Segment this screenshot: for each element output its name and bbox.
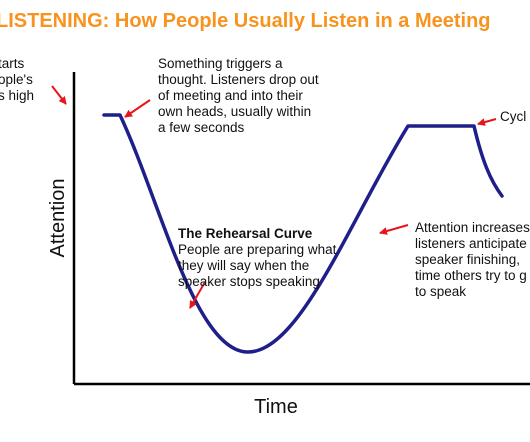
trigger-annotation: Something triggers a thought. Listeners …	[158, 56, 319, 135]
trigger-line: own heads, usually within	[158, 104, 311, 119]
trigger-line: Something triggers a	[158, 56, 283, 71]
rehearsal-line: speaker stops speaking	[178, 274, 320, 289]
rehearsal-arrow	[189, 281, 206, 309]
start-annotation: tarts ople's s high	[0, 56, 34, 103]
cycle-arrow	[477, 118, 497, 126]
rehearsal-heading: The Rehearsal Curve	[178, 226, 313, 241]
diagram-title: LISTENING: How People Usually Listen in …	[0, 10, 491, 32]
trigger-line: of meeting and into their	[158, 88, 303, 103]
attention-line: speaker finishing,	[415, 252, 520, 267]
start-line: ople's	[0, 72, 33, 87]
attention-line: Attention increases	[415, 220, 530, 235]
attention-line: time others try to g	[415, 268, 527, 283]
attention-annotation: Attention increases listeners anticipate…	[415, 220, 530, 299]
attention-line: to speak	[415, 284, 466, 299]
rehearsal-line: People are preparing what	[178, 242, 337, 257]
trigger-line: thought. Listeners drop out	[158, 72, 319, 87]
attention-curve	[102, 113, 504, 354]
start-line: s high	[0, 88, 34, 103]
attention-line: listeners anticipate	[415, 236, 527, 251]
y-axis-label: Attention	[47, 179, 69, 258]
cycle-annotation: Cycl	[500, 109, 526, 124]
rehearsal-annotation: The Rehearsal Curve People are preparing…	[178, 226, 337, 289]
rehearsal-line: they will say when the	[178, 258, 309, 273]
attention-arrow	[379, 224, 409, 235]
x-axis-label: Time	[254, 396, 298, 418]
start-line: tarts	[0, 56, 25, 71]
trigger-line: a few seconds	[158, 120, 245, 135]
trigger-arrow	[124, 99, 151, 118]
start-arrow	[51, 85, 67, 105]
